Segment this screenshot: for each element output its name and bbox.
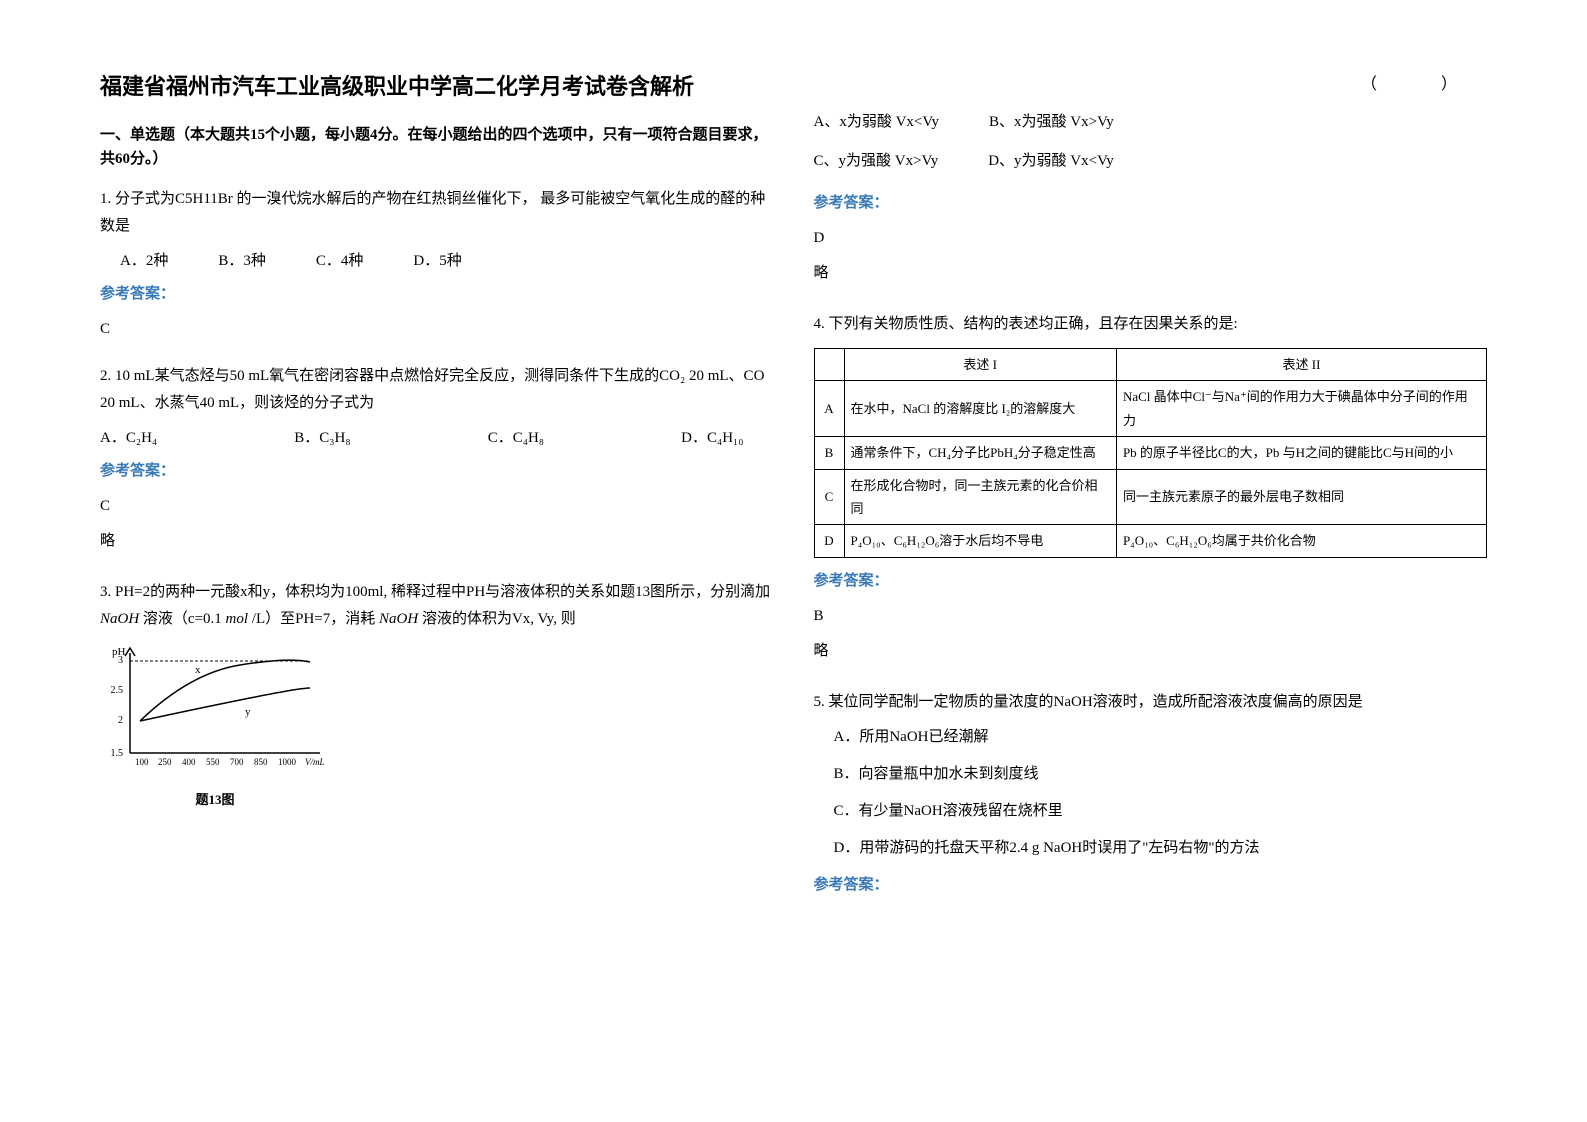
ytick-15: 1.5 <box>111 748 124 759</box>
xtick-6: 1000 <box>278 757 297 767</box>
q1-text: 1. 分子式为C5H11Br 的一溴代烷水解后的产物在红热铜丝催化下， 最多可能… <box>100 186 774 240</box>
question-2: 2. 10 mL某气态烃与50 mL氧气在密闭容器中点燃恰好完全反应，测得同条件… <box>100 363 774 567</box>
q2-opt-c: C．C₄H₈ <box>488 425 544 452</box>
q4-answer-label: 参考答案： <box>814 568 1488 595</box>
row-b-col1: 通常条件下，CH₄分子比PbH₄分子稳定性高 <box>844 437 1116 469</box>
row-a-label: A <box>814 381 844 437</box>
q1-answer-label: 参考答案： <box>100 281 774 308</box>
q2-answer: C <box>100 493 774 520</box>
table-header-row: 表述 I 表述 II <box>814 349 1487 381</box>
q2-options: A．C₂H₄ B．C₃H₈ C．C₄H₈ D．C₄H₁₀ <box>100 425 774 452</box>
q3-mol: mol <box>226 611 249 627</box>
q5-opt-c: C．有少量NaOH溶液残留在烧杯里 <box>834 798 1488 825</box>
q3-options-2: C、y为强酸 Vx>Vy D、y为弱酸 Vx<Vy <box>814 148 1488 175</box>
question-3: 3. PH=2的两种一元酸x和y，体积均为100ml, 稀释过程中PH与溶液体积… <box>100 579 774 821</box>
right-column: （ ） A、x为弱酸 Vx<Vy B、x为强酸 Vx>Vy C、y为强酸 Vx>… <box>814 70 1488 1052</box>
th-2: 表述 II <box>1116 349 1486 381</box>
question-5: 5. 某位同学配制一定物质的量浓度的NaOH溶液时，造成所配溶液浓度偏高的原因是… <box>814 689 1488 907</box>
q3-text-2: 溶液（c=0.1 <box>143 611 222 627</box>
q1-opt-b: B．3种 <box>218 248 266 275</box>
q1-options: A．2种 B．3种 C．4种 D．5种 <box>120 248 774 275</box>
question-3-continued: A、x为弱酸 Vx<Vy B、x为强酸 Vx>Vy C、y为强酸 Vx>Vy D… <box>814 109 1488 299</box>
q2-answer-label: 参考答案： <box>100 458 774 485</box>
q1-opt-c: C．4种 <box>316 248 364 275</box>
q3-opt-c: C、y为强酸 Vx>Vy <box>814 148 939 175</box>
curve-x <box>140 660 310 721</box>
ytick-3: 3 <box>118 655 123 666</box>
q2-opt-b: B．C₃H₈ <box>294 425 350 452</box>
xtick-0: 100 <box>135 757 149 767</box>
q2-note: 略 <box>100 528 774 555</box>
xtick-2: 400 <box>182 757 196 767</box>
curve-y-label: y <box>245 706 251 718</box>
q3-text-1: 3. PH=2的两种一元酸x和y，体积均为100ml, 稀释过程中PH与溶液体积… <box>100 584 770 600</box>
q5-answer-label: 参考答案： <box>814 872 1488 899</box>
q4-text: 4. 下列有关物质性质、结构的表述均正确，且存在因果关系的是: <box>814 311 1488 338</box>
q5-text: 5. 某位同学配制一定物质的量浓度的NaOH溶液时，造成所配溶液浓度偏高的原因是 <box>814 689 1488 716</box>
q3-answer-label: 参考答案： <box>814 190 1488 217</box>
xtick-1: 250 <box>158 757 172 767</box>
xtick-5: 850 <box>254 757 268 767</box>
ytick-25: 2.5 <box>111 685 124 696</box>
row-c-col1: 在形成化合物时，同一主族元素的化合价相同 <box>844 469 1116 525</box>
q3-answer: D <box>814 225 1488 252</box>
table-row: C 在形成化合物时，同一主族元素的化合价相同 同一主族元素原子的最外层电子数相同 <box>814 469 1487 525</box>
left-column: 福建省福州市汽车工业高级职业中学高二化学月考试卷含解析 一、单选题（本大题共15… <box>100 70 774 1052</box>
q4-table: 表述 I 表述 II A 在水中，NaCl 的溶解度比 I₂的溶解度大 NaCl… <box>814 348 1488 558</box>
q5-opt-a: A．所用NaOH已经潮解 <box>834 724 1488 751</box>
xtick-4: 700 <box>230 757 244 767</box>
row-c-label: C <box>814 469 844 525</box>
q3-opt-a: A、x为弱酸 Vx<Vy <box>814 109 940 136</box>
q5-opt-b: B．向容量瓶中加水未到刻度线 <box>834 761 1488 788</box>
row-b-label: B <box>814 437 844 469</box>
q4-answer: B <box>814 603 1488 630</box>
document-title: 福建省福州市汽车工业高级职业中学高二化学月考试卷含解析 <box>100 70 774 103</box>
ytick-2: 2 <box>118 715 123 726</box>
q1-answer: C <box>100 316 774 343</box>
row-d-col2: P₄O₁₀、C₆H₁₂O₆均属于共价化合物 <box>1116 525 1486 557</box>
curve-y <box>140 688 310 721</box>
xtick-3: 550 <box>206 757 220 767</box>
section-heading: 一、单选题（本大题共15个小题，每小题4分。在每小题给出的四个选项中，只有一项符… <box>100 123 774 171</box>
question-1: 1. 分子式为C5H11Br 的一溴代烷水解后的产物在红热铜丝催化下， 最多可能… <box>100 186 774 351</box>
q3-text: 3. PH=2的两种一元酸x和y，体积均为100ml, 稀释过程中PH与溶液体积… <box>100 579 774 633</box>
table-row: B 通常条件下，CH₄分子比PbH₄分子稳定性高 Pb 的原子半径比C的大，Pb… <box>814 437 1487 469</box>
row-d-label: D <box>814 525 844 557</box>
xlabel: V/mL <box>305 757 325 767</box>
q3-naoh-2: NaOH <box>379 611 418 627</box>
q1-opt-a: A．2种 <box>120 248 168 275</box>
q3-opt-b: B、x为强酸 Vx>Vy <box>989 109 1114 136</box>
q5-options: A．所用NaOH已经潮解 B．向容量瓶中加水未到刻度线 C．有少量NaOH溶液残… <box>834 724 1488 862</box>
q3-graph: pH 3 2.5 2 1.5 x y 100 250 400 550 700 8… <box>100 643 330 773</box>
q3-graph-label: 题13图 <box>100 788 330 811</box>
q3-paren: （ ） <box>814 70 1488 94</box>
curve-x-label: x <box>195 664 201 676</box>
q4-note: 略 <box>814 638 1488 665</box>
table-row: D P₄O₁₀、C₆H₁₂O₆溶于水后均不导电 P₄O₁₀、C₆H₁₂O₆均属于… <box>814 525 1487 557</box>
q3-opt-d: D、y为弱酸 Vx<Vy <box>988 148 1114 175</box>
th-1: 表述 I <box>844 349 1116 381</box>
row-c-col2: 同一主族元素原子的最外层电子数相同 <box>1116 469 1486 525</box>
row-d-col1: P₄O₁₀、C₆H₁₂O₆溶于水后均不导电 <box>844 525 1116 557</box>
q2-text: 2. 10 mL某气态烃与50 mL氧气在密闭容器中点燃恰好完全反应，测得同条件… <box>100 363 774 417</box>
q1-opt-d: D．5种 <box>413 248 461 275</box>
question-4: 4. 下列有关物质性质、结构的表述均正确，且存在因果关系的是: 表述 I 表述 … <box>814 311 1488 677</box>
table-row: A 在水中，NaCl 的溶解度比 I₂的溶解度大 NaCl 晶体中Cl⁻与Na⁺… <box>814 381 1487 437</box>
q3-graph-container: pH 3 2.5 2 1.5 x y 100 250 400 550 700 8… <box>100 643 774 811</box>
q3-text-3: /L）至PH=7，消耗 <box>252 611 375 627</box>
row-a-col1: 在水中，NaCl 的溶解度比 I₂的溶解度大 <box>844 381 1116 437</box>
th-0 <box>814 349 844 381</box>
row-b-col2: Pb 的原子半径比C的大，Pb 与H之间的键能比C与H间的小 <box>1116 437 1486 469</box>
q2-opt-a: A．C₂H₄ <box>100 425 157 452</box>
row-a-col2: NaCl 晶体中Cl⁻与Na⁺间的作用力大于碘晶体中分子间的作用力 <box>1116 381 1486 437</box>
q3-options-1: A、x为弱酸 Vx<Vy B、x为强酸 Vx>Vy <box>814 109 1488 136</box>
q5-opt-d: D．用带游码的托盘天平称2.4 g NaOH时误用了"左码右物"的方法 <box>834 835 1488 862</box>
q3-naoh-1: NaOH <box>100 611 139 627</box>
q3-text-4: 溶液的体积为Vx, Vy, 则 <box>422 611 576 627</box>
q3-note: 略 <box>814 260 1488 287</box>
q2-opt-d: D．C₄H₁₀ <box>681 425 743 452</box>
